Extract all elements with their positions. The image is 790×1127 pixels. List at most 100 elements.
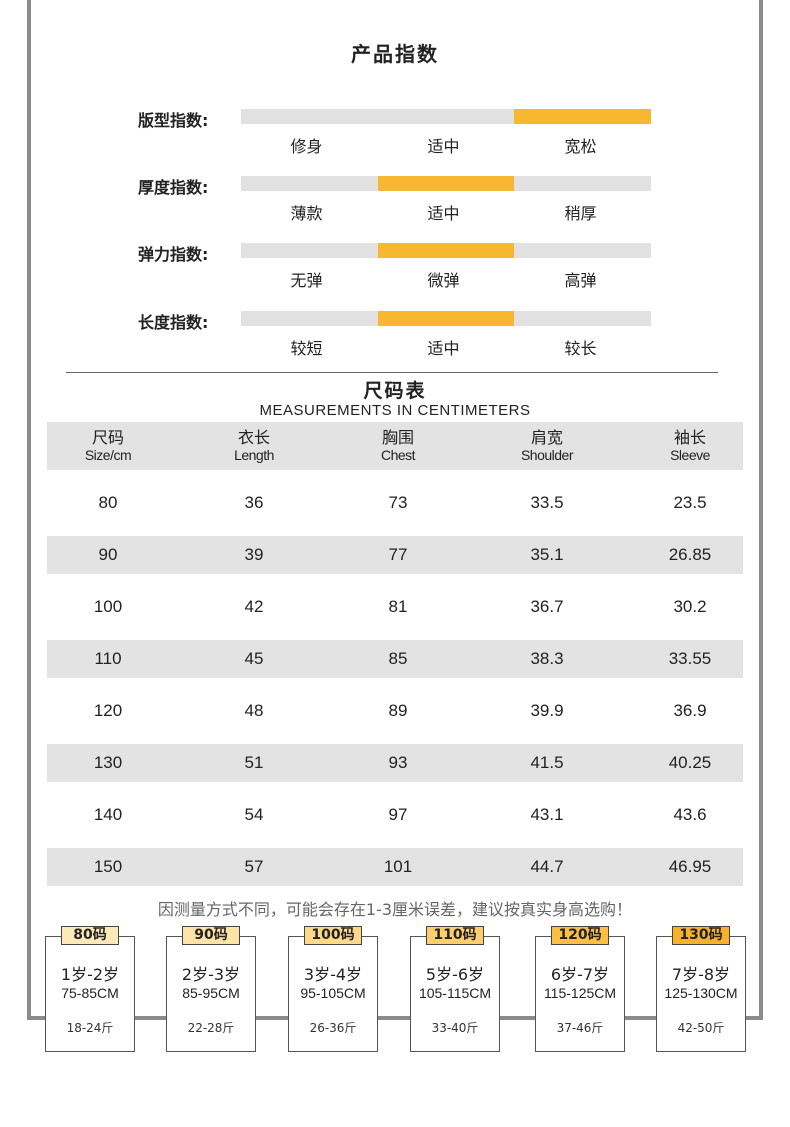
size-card: 3岁-4岁 95-105CM 26-36斤 bbox=[288, 936, 378, 1052]
table-cell: 35.1 bbox=[530, 545, 564, 564]
index-bar bbox=[241, 243, 651, 258]
table-row: 100 42 81 36.7 30.2 bbox=[47, 574, 743, 640]
card-age: 1岁-2岁 bbox=[60, 965, 120, 984]
table-cell: 43.6 bbox=[673, 805, 707, 824]
table-header: 尺码 Size/cm 衣长 Length 胸围 Chest 肩宽 Shoulder 袖长… bbox=[47, 422, 743, 470]
index-bar-segment bbox=[514, 243, 651, 258]
index-bar-segment bbox=[241, 243, 378, 258]
table-cell: 93 bbox=[388, 753, 408, 772]
card-weight: 26-36斤 bbox=[309, 1021, 357, 1035]
size-card-tag: 80码 bbox=[61, 926, 119, 945]
table-cell: 140 bbox=[93, 805, 123, 824]
index-label: 厚度指数: bbox=[138, 178, 209, 197]
section-divider bbox=[66, 372, 718, 373]
table-row: 130 51 93 41.5 40.25 bbox=[47, 744, 743, 782]
header-cell: 衣长 Length bbox=[234, 428, 274, 463]
size-card-tag: 100码 bbox=[304, 926, 362, 945]
table-cell: 46.95 bbox=[668, 857, 712, 876]
index-option: 无弹 bbox=[290, 271, 323, 290]
index-bar-segment bbox=[241, 311, 378, 326]
size-card: 1岁-2岁 75-85CM 18-24斤 bbox=[45, 936, 135, 1052]
size-card-tag: 130码 bbox=[672, 926, 730, 945]
table-cell: 89 bbox=[388, 701, 408, 720]
index-bar bbox=[241, 176, 651, 191]
size-card: 6岁-7岁 115-125CM 37-46斤 bbox=[535, 936, 625, 1052]
index-option: 薄款 bbox=[290, 204, 323, 223]
table-cell: 51 bbox=[244, 753, 264, 772]
index-option: 微弹 bbox=[427, 271, 460, 290]
size-chart-title: 尺码表 bbox=[363, 380, 427, 402]
table-cell: 45 bbox=[244, 649, 264, 668]
table-cell: 38.3 bbox=[530, 649, 564, 668]
table-cell: 36 bbox=[244, 493, 264, 512]
table-cell: 81 bbox=[388, 597, 408, 616]
size-card-tag: 110码 bbox=[426, 926, 484, 945]
index-bar bbox=[241, 109, 652, 124]
table-cell: 73 bbox=[388, 493, 408, 512]
table-row: 90 39 77 35.1 26.85 bbox=[47, 536, 743, 574]
table-cell: 42 bbox=[244, 597, 264, 616]
card-height: 85-95CM bbox=[182, 985, 240, 1001]
table-cell: 150 bbox=[93, 857, 123, 876]
table-cell: 54 bbox=[244, 805, 264, 824]
index-bar-segment bbox=[514, 311, 651, 326]
card-height: 115-125CM bbox=[543, 985, 617, 1001]
table-cell: 40.25 bbox=[668, 753, 712, 772]
table-row: 110 45 85 38.3 33.55 bbox=[47, 640, 743, 678]
header-cell: 袖长 Sleeve bbox=[670, 428, 710, 463]
table-cell: 33.5 bbox=[530, 493, 564, 512]
index-option: 较长 bbox=[564, 339, 597, 358]
index-option: 修身 bbox=[290, 137, 323, 156]
index-bar-segment bbox=[514, 109, 652, 124]
header-cell: 胸围 Chest bbox=[380, 428, 416, 463]
table-row: 80 36 73 33.5 23.5 bbox=[47, 470, 743, 536]
card-age: 6岁-7岁 bbox=[550, 965, 610, 984]
table-cell: 85 bbox=[388, 649, 408, 668]
table-cell: 110 bbox=[94, 649, 122, 668]
index-row: 厚度指数: 薄款 适中 稍厚 bbox=[0, 176, 790, 236]
card-weight: 37-46斤 bbox=[556, 1021, 604, 1035]
table-cell: 36.7 bbox=[530, 597, 564, 616]
table-cell: 36.9 bbox=[673, 701, 707, 720]
table-cell: 30.2 bbox=[673, 597, 707, 616]
index-row: 版型指数: 修身 适中 宽松 bbox=[0, 109, 790, 169]
index-bar-segment bbox=[241, 176, 378, 191]
table-cell: 90 bbox=[98, 545, 118, 564]
card-height: 95-105CM bbox=[300, 985, 366, 1001]
card-age: 2岁-3岁 bbox=[181, 965, 241, 984]
size-card: 5岁-6岁 105-115CM 33-40斤 bbox=[410, 936, 500, 1052]
card-age: 5岁-6岁 bbox=[425, 965, 485, 984]
index-bar-segment bbox=[377, 243, 515, 258]
table-cell: 101 bbox=[383, 857, 413, 876]
table-cell: 97 bbox=[388, 805, 408, 824]
table-cell: 100 bbox=[93, 597, 123, 616]
index-label: 长度指数: bbox=[138, 313, 209, 332]
card-weight: 18-24斤 bbox=[66, 1021, 114, 1035]
page-title: 产品指数 bbox=[351, 42, 439, 66]
size-card: 7岁-8岁 125-130CM 42-50斤 bbox=[656, 936, 746, 1052]
table-row: 140 54 97 43.1 43.6 bbox=[47, 782, 743, 848]
outer-frame bbox=[27, 0, 763, 1020]
index-option: 适中 bbox=[427, 339, 460, 358]
index-row: 长度指数: 较短 适中 较长 bbox=[0, 311, 790, 371]
card-weight: 42-50斤 bbox=[677, 1021, 725, 1035]
card-height: 75-85CM bbox=[61, 985, 119, 1001]
index-option: 宽松 bbox=[564, 137, 597, 156]
table-row: 150 57 101 44.7 46.95 bbox=[47, 848, 743, 886]
size-table: 尺码 Size/cm 衣长 Length 胸围 Chest 肩宽 Shoulder 袖长… bbox=[47, 422, 743, 886]
card-weight: 22-28斤 bbox=[187, 1021, 235, 1035]
index-bar-segment bbox=[378, 109, 515, 124]
table-cell: 23.5 bbox=[673, 493, 707, 512]
table-cell: 44.7 bbox=[530, 857, 564, 876]
index-bar bbox=[241, 311, 651, 326]
index-label: 弹力指数: bbox=[138, 245, 209, 264]
table-cell: 43.1 bbox=[530, 805, 564, 824]
table-cell: 130 bbox=[93, 753, 123, 772]
index-option: 较短 bbox=[290, 339, 323, 358]
index-option: 高弹 bbox=[564, 271, 597, 290]
table-cell: 57 bbox=[244, 857, 264, 876]
index-bar-segment bbox=[241, 109, 378, 124]
header-cell: 尺码 Size/cm bbox=[84, 428, 132, 463]
table-cell: 26.85 bbox=[668, 545, 712, 564]
table-cell: 39.9 bbox=[530, 701, 564, 720]
